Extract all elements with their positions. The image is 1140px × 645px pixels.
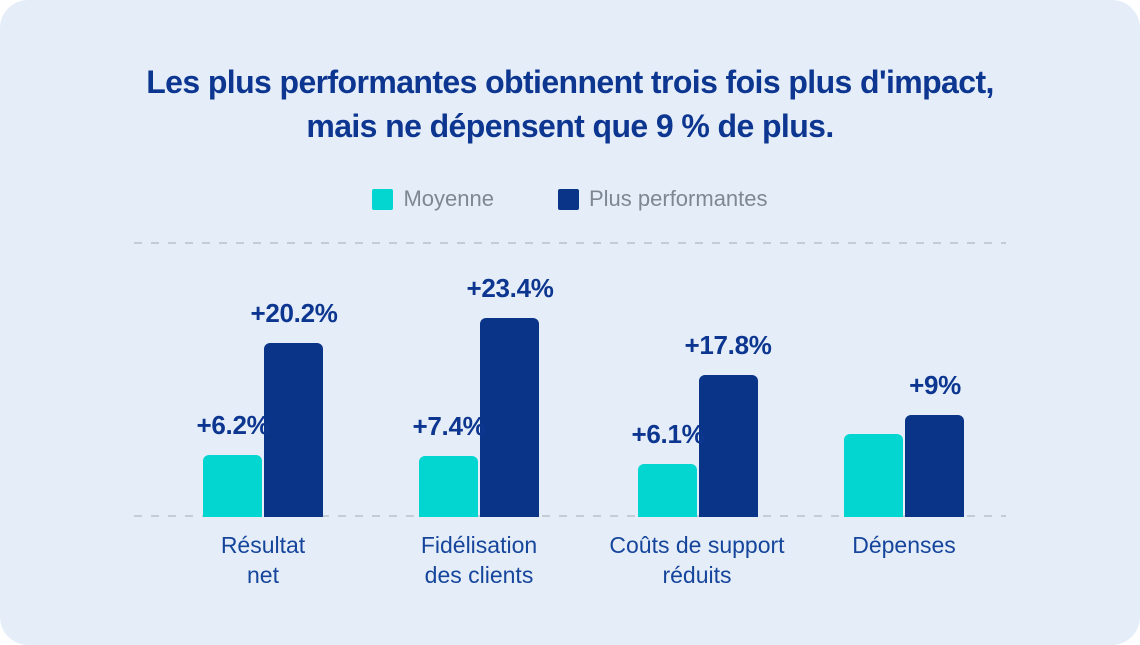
bar-plus-performantes-resultat-net [264,343,323,517]
category-label-depenses: Dépenses [774,530,1034,560]
bar-moyenne-depenses [844,434,903,517]
legend-swatch-plus-performantes [557,188,579,210]
value-label-plus-performantes-couts-support: +17.8% [684,330,772,360]
bar-moyenne-resultat-net [203,455,262,517]
category-line: Coûts de support [609,532,785,558]
category-line: réduits [662,562,732,588]
gridline-baseline [134,515,1006,517]
category-line: Dépenses [852,532,956,558]
legend-swatch-moyenne [372,188,394,210]
chart-title-line-2: mais ne dépensent que 9 % de plus. [306,108,834,144]
value-label-moyenne-couts-support: +6.1% [631,419,705,449]
value-label-plus-performantes-resultat-net: +20.2% [250,298,338,328]
category-label-couts-support: Coûts de support réduits [567,530,827,590]
value-label-plus-performantes-fidelisation: +23.4% [466,273,554,303]
category-line: Fidélisation [420,532,538,558]
category-label-fidelisation: Fidélisation des clients [349,530,609,590]
legend-item-plus-performantes: Plus performantes [557,186,768,212]
chart-title: Les plus performantes obtiennent trois f… [0,60,1140,148]
category-line: net [247,562,279,588]
value-label-moyenne-fidelisation: +7.4% [412,411,486,441]
category-line: Résultat [220,532,306,558]
bar-plus-performantes-couts-support [699,375,758,517]
gridline-top [134,242,1006,244]
legend: Moyenne Plus performantes [0,186,1140,212]
legend-item-moyenne: Moyenne [372,186,494,212]
value-label-moyenne-resultat-net: +6.2% [196,410,270,440]
bar-moyenne-fidelisation [419,456,478,517]
value-label-plus-performantes-depenses: +9% [909,370,961,400]
category-line: des clients [424,562,534,588]
chart-title-line-1: Les plus performantes obtiennent trois f… [146,64,994,100]
legend-label-plus-performantes: Plus performantes [588,186,768,211]
bar-plus-performantes-fidelisation [480,318,539,517]
legend-label-moyenne: Moyenne [403,186,494,211]
bar-moyenne-couts-support [638,464,697,517]
bar-plus-performantes-depenses [905,415,964,517]
category-label-resultat-net: Résultat net [133,530,393,590]
